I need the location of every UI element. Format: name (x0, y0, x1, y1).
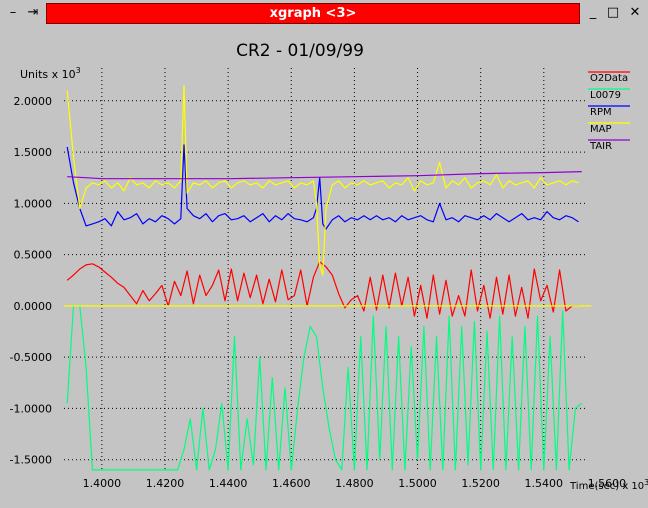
x-tick-label: 1.4200 (146, 477, 185, 490)
y-tick-label: -1.0000 (10, 402, 52, 415)
pin-icon[interactable]: ⇥ (27, 5, 39, 20)
y-tick-label: -0.5000 (10, 351, 52, 364)
plot-area (64, 84, 592, 471)
window-menu-icon[interactable]: – (9, 5, 17, 20)
series-line-tair (67, 171, 582, 180)
minimize-icon[interactable]: _ (589, 5, 597, 20)
y-axis-label-exp: 3 (76, 66, 81, 75)
y-tick-label: 0.5000 (14, 249, 53, 262)
x-tick-label: 1.5200 (461, 477, 500, 490)
chart-title: CR2 - 01/09/99 (236, 41, 364, 61)
legend-label: TAIR (589, 141, 612, 152)
y-tick-label: 0.0000 (14, 300, 53, 313)
x-tick-label: 1.5400 (525, 477, 564, 490)
x-axis-label-base: Time(sec) x 10 (569, 481, 644, 492)
x-tick-label: 1.5000 (398, 477, 437, 490)
maximize-icon[interactable]: □ (606, 5, 620, 20)
y-tick-label: -1.5000 (10, 454, 52, 467)
y-axis-label: Units x 103 (20, 66, 81, 81)
legend-label: O2Data (590, 73, 628, 84)
legend-label: L0079 (590, 90, 621, 101)
y-tick-label: 1.5000 (14, 146, 53, 159)
legend-label: RPM (590, 107, 612, 118)
x-tick-label: 1.4600 (272, 477, 311, 490)
series-line-l0079 (66, 305, 583, 471)
series-line-map (66, 84, 579, 276)
x-tick-label: 1.4400 (209, 477, 248, 490)
y-axis-label-base: Units x 10 (20, 68, 76, 81)
y-tick-label: 1.0000 (14, 197, 53, 210)
tick-labels: 1.4000 1.4200 1.4400 1.4600 1.4800 1.5000 1.52… (10, 95, 627, 490)
x-tick-label: 1.5600 (588, 477, 627, 490)
x-axis-label-exp: 3 (644, 478, 648, 487)
close-icon[interactable]: ✕ (629, 5, 641, 20)
grid (64, 68, 588, 472)
x-tick-label: 1.4000 (83, 477, 122, 490)
window-titlebar: – ⇥ xgraph <3> _ □ ✕ (0, 0, 648, 26)
x-tick-label: 1.4800 (335, 477, 374, 490)
y-tick-label: 2.0000 (14, 95, 53, 108)
window-title: xgraph <3> (46, 3, 580, 24)
legend: O2Data L0079 RPM MAP TAIR (588, 71, 630, 152)
legend-label: MAP (590, 124, 612, 135)
x-axis-label: Time(sec) x 103 (569, 478, 648, 492)
